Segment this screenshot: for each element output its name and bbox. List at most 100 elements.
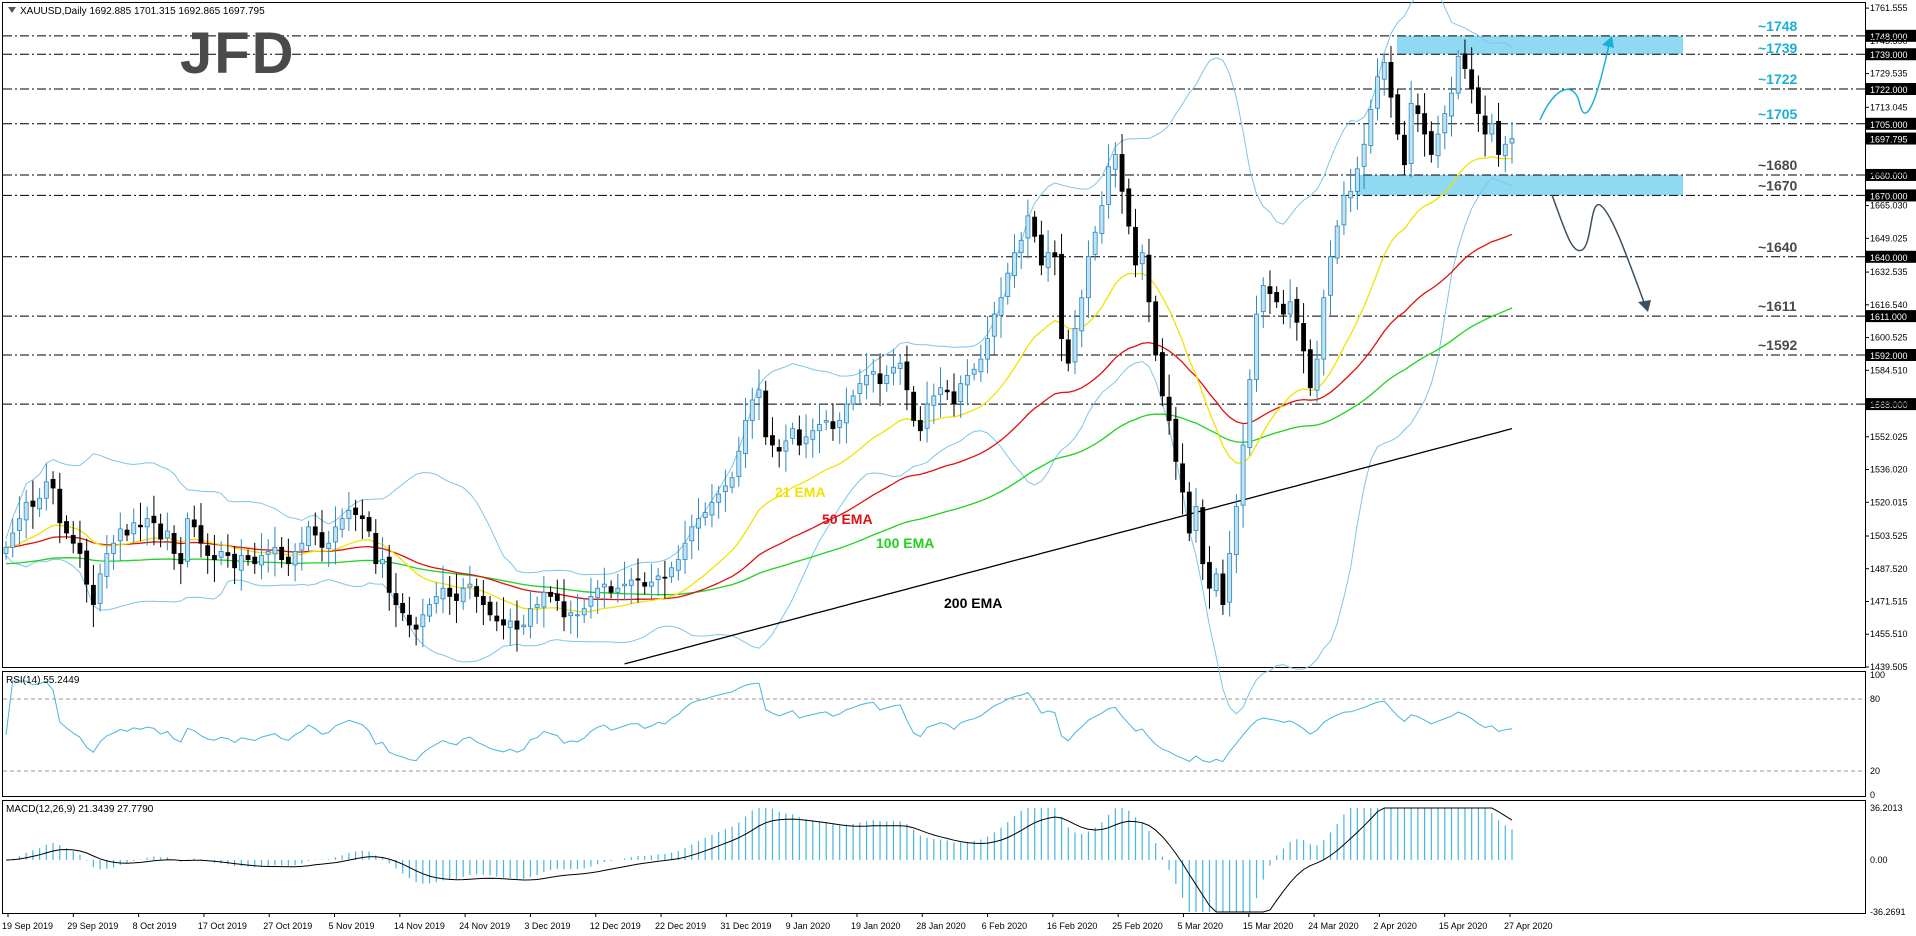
level-box-label: 1640.000 (1870, 253, 1908, 263)
candle-up (716, 493, 722, 503)
tick-label: 1745.590 (1870, 36, 1908, 46)
level-box (1866, 348, 1916, 361)
candle-down (1402, 134, 1407, 166)
candle-down (312, 526, 318, 536)
level-box-label: 1680.000 (1870, 171, 1908, 181)
x-tick-label: 31 Dec 2019 (720, 921, 771, 931)
candle-down (212, 555, 217, 560)
candle-up (185, 518, 190, 562)
candle-down (487, 601, 493, 616)
candle-down (57, 488, 63, 524)
ema100-label: 100 EMA (876, 535, 934, 551)
ema50-line (5, 233, 1513, 601)
x-tick-label: 19 Jan 2020 (851, 921, 901, 931)
level-label: ~1739 (1758, 40, 1798, 56)
candle-down (400, 602, 406, 614)
candle-up (292, 551, 298, 566)
levels-layer: ~1748 ~1739 ~1722 ~1705 ~1680 ~1670 ~1640 ~1611… (3, 18, 1865, 405)
candle-up (272, 546, 278, 555)
ema200-line (624, 427, 1513, 665)
level-label: ~1722 (1758, 71, 1798, 87)
rsi-line (5, 680, 1513, 763)
macd-tick-label: -36.2691 (1870, 907, 1906, 917)
tick-label: 1536.020 (1870, 465, 1908, 475)
x-tick-label: 29 Sep 2019 (67, 921, 118, 931)
candle-up (1502, 143, 1508, 157)
candle-up (729, 477, 735, 488)
candle-down (84, 550, 90, 585)
candle-down (359, 515, 365, 520)
candle-up (736, 450, 742, 477)
candle-up (1106, 166, 1112, 205)
candle-up (568, 612, 574, 617)
candle-up (1368, 109, 1374, 146)
candle-up (581, 608, 587, 616)
x-tick-label: 5 Mar 2020 (1177, 921, 1223, 931)
candle-up (749, 399, 755, 421)
candle-down (1462, 53, 1468, 69)
candle-down (1065, 339, 1071, 364)
candle-up (965, 375, 970, 386)
candle-down (70, 535, 76, 544)
level-box-label: 1705.000 (1870, 120, 1908, 130)
candle-down (1469, 69, 1475, 90)
candle-down (1153, 301, 1159, 356)
candle-down (1482, 115, 1488, 135)
candle-up (884, 375, 890, 385)
candle-down (608, 586, 614, 593)
candle-up (1375, 76, 1380, 109)
candle-up (1025, 215, 1031, 239)
tick-label: 1665.030 (1870, 201, 1908, 211)
tick-label: 1520.015 (1870, 497, 1908, 507)
candle-up (615, 587, 621, 593)
candle-up (1341, 195, 1347, 226)
candle-up (1435, 133, 1441, 157)
level-box (1866, 398, 1916, 411)
candle-up (380, 559, 385, 565)
jfd-logo: JFD (180, 21, 296, 86)
candle-down (413, 624, 419, 630)
level-label: ~1748 (1758, 18, 1798, 34)
macd-signal-line (5, 807, 1513, 913)
candle-up (527, 608, 533, 627)
candle-down (1207, 562, 1212, 589)
candle-down (319, 532, 325, 548)
candle-down (548, 591, 553, 597)
macd-header: MACD(12,26,9) 21.3439 27.7790 (6, 804, 154, 815)
candle-up (1086, 256, 1091, 299)
candle-up (164, 530, 170, 539)
candle-up (1260, 285, 1266, 313)
candle-down (1200, 507, 1206, 565)
candle-down (1166, 396, 1172, 421)
candle-down (1422, 113, 1428, 135)
candle-up (756, 389, 762, 398)
rsi-tick-label: 0 (1870, 790, 1875, 800)
candle-down (770, 435, 775, 446)
candle-up (1112, 154, 1118, 170)
candle-up (817, 424, 822, 432)
x-tick-label: 17 Oct 2019 (198, 921, 247, 931)
level-box (1866, 189, 1916, 202)
candle-down (90, 584, 96, 605)
candle-up (1240, 444, 1246, 506)
rsi-tick-label: 80 (1870, 694, 1880, 704)
level-label: ~1680 (1758, 157, 1798, 173)
candle-up (843, 403, 849, 424)
candle-up (265, 551, 271, 555)
x-tick-label: 28 Jan 2020 (916, 921, 966, 931)
x-tick-label: 27 Oct 2019 (263, 921, 312, 931)
candle-down (1301, 323, 1306, 352)
candle-down (225, 552, 231, 556)
candle-down (494, 615, 500, 622)
candle-up (1139, 252, 1145, 265)
tick-label: 1713.045 (1870, 102, 1908, 112)
macd-tick-label: 0.00 (1870, 855, 1888, 865)
candle-up (1099, 205, 1105, 234)
candle-down (561, 601, 567, 618)
candle-up (346, 510, 352, 520)
candle-down (151, 515, 157, 524)
tick-label: 1681.020 (1870, 168, 1908, 178)
time-axis: 19 Sep 2019 29 Sep 2019 8 Oct 2019 17 Oct 2… (2, 913, 1553, 931)
bearish-arrowhead-icon (1638, 300, 1651, 312)
